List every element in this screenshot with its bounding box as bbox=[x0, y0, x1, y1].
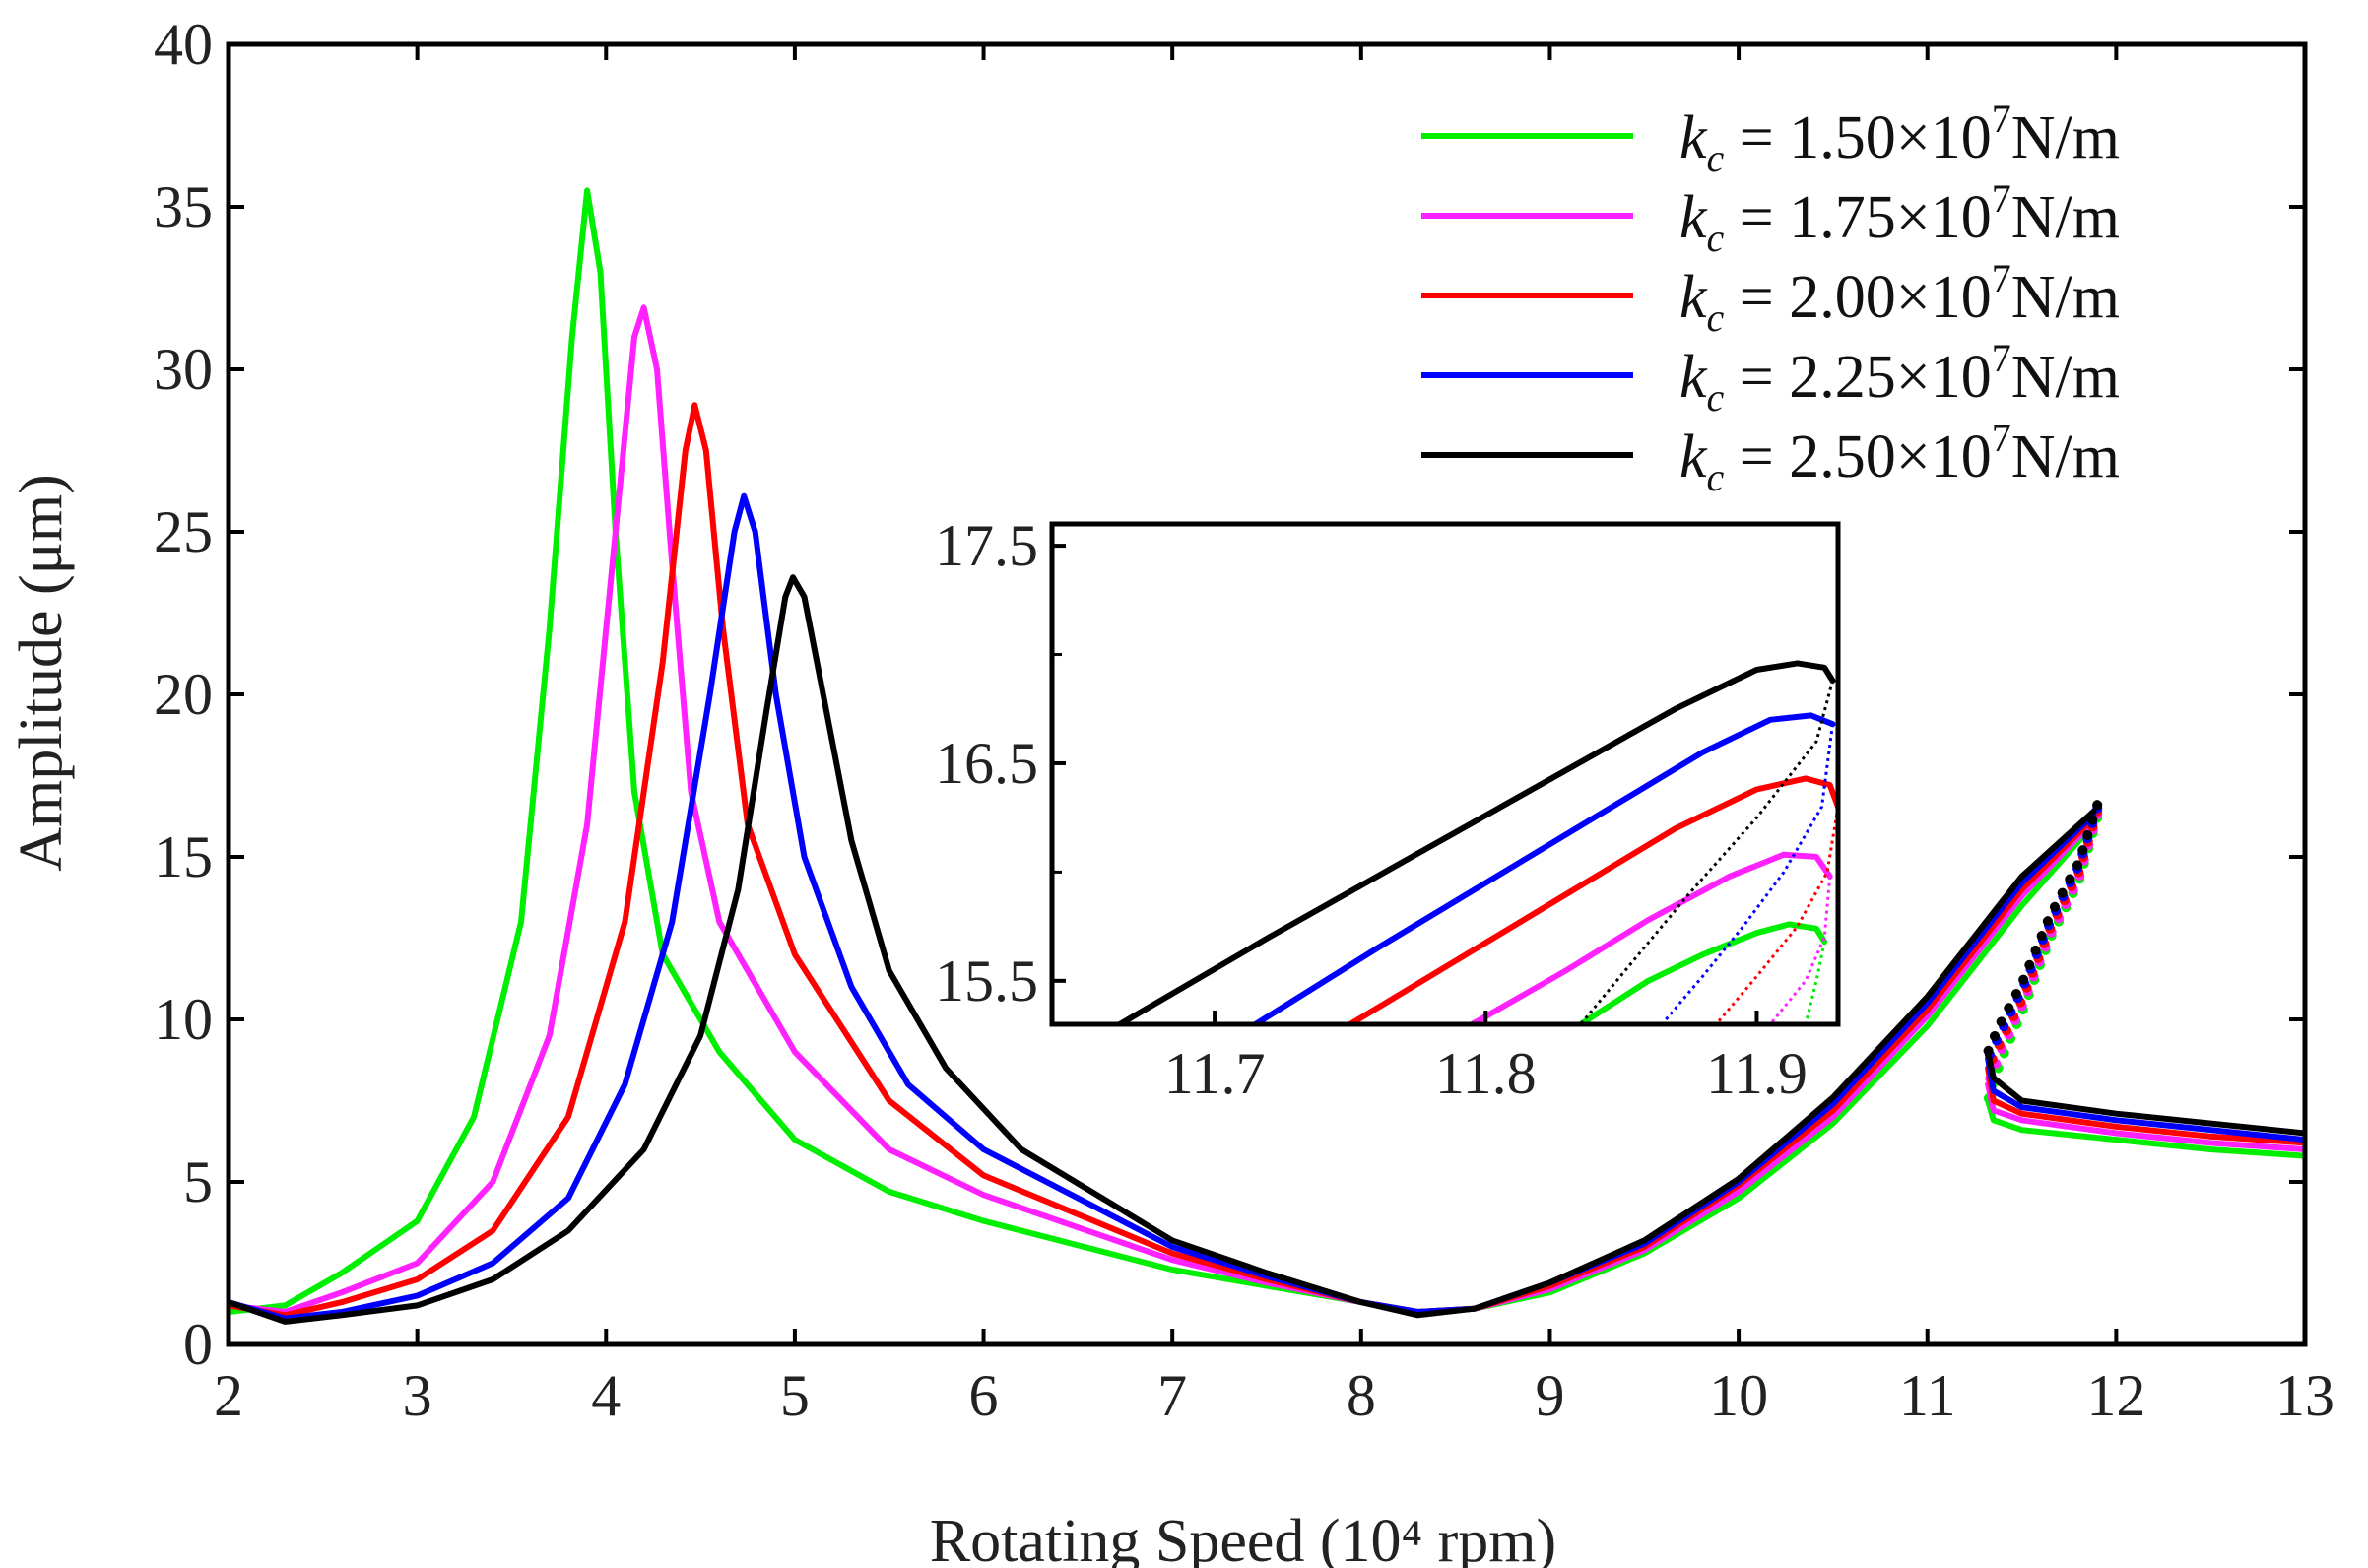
inset-series-2-stable-line bbox=[1469, 851, 1833, 1024]
legend-entry-1: kc = 1.50×107N/m bbox=[1421, 97, 2120, 180]
y-axis-title: Amplitude (μm) bbox=[8, 474, 75, 871]
inset-series-group-3 bbox=[1347, 775, 1838, 1024]
series-5-unstable-branch bbox=[1983, 800, 2103, 1057]
legend-label: kc = 2.50×107N/m bbox=[1679, 416, 2120, 499]
main-plot-curves bbox=[229, 187, 2305, 1325]
series-2-unstable-branch bbox=[1983, 810, 2103, 1089]
legend-entry-2: kc = 1.75×107N/m bbox=[1421, 176, 2120, 260]
inset-series-3-stable-line bbox=[1347, 775, 1838, 1024]
legend-entry-5: kc = 2.50×107N/m bbox=[1421, 416, 2120, 499]
y-tick-label: 0 bbox=[183, 1312, 213, 1377]
y-tick-label: 40 bbox=[154, 12, 213, 77]
inset-x-tick-label: 11.7 bbox=[1164, 1041, 1266, 1106]
inset-series-4-stable-line bbox=[1252, 712, 1836, 1024]
x-tick-label: 6 bbox=[969, 1363, 999, 1428]
inset-series-group-1 bbox=[1577, 921, 1828, 1024]
inset-series-1-stable-line bbox=[1577, 921, 1828, 1024]
inset-series-group-2 bbox=[1469, 851, 1833, 1024]
x-tick-label: 5 bbox=[780, 1363, 810, 1428]
x-tick-label: 11 bbox=[1899, 1363, 1956, 1428]
inset-curves bbox=[1116, 660, 1838, 1024]
x-tick-label: 7 bbox=[1157, 1363, 1187, 1428]
inset-series-3-unstable-line bbox=[1715, 806, 1838, 1024]
y-tick-label: 5 bbox=[183, 1149, 213, 1214]
x-tick-label: 2 bbox=[214, 1363, 243, 1428]
x-tick-label: 13 bbox=[2275, 1363, 2335, 1428]
legend-label: kc = 2.00×107N/m bbox=[1679, 256, 2120, 340]
series-4-high-speed-branch bbox=[1985, 1055, 2305, 1143]
inset-series-group-5 bbox=[1116, 660, 1836, 1024]
series-5-high-speed-branch bbox=[1985, 1049, 2305, 1137]
x-axis-title: Rotating Speed (10⁴ rpm) bbox=[930, 1508, 1556, 1568]
series-1-stable-line bbox=[229, 187, 2097, 1315]
inset-series-4-unstable-line bbox=[1660, 724, 1834, 1024]
x-tick-label: 3 bbox=[403, 1363, 432, 1428]
main-plot-axes: 2 3 4 5 6 7 8 9 10 11 12 13 0 5 10 15 20 25 30 35 40 bbox=[154, 12, 2335, 1428]
x-tick-label: 8 bbox=[1347, 1363, 1376, 1428]
inset-frame bbox=[1049, 521, 1841, 1027]
series-2-high-speed-branch bbox=[1985, 1081, 2305, 1152]
inset-axes: 11.7 11.8 11.9 15.5 16.5 17.5 bbox=[935, 513, 1841, 1106]
inset-series-group-4 bbox=[1252, 712, 1836, 1024]
series-group-2 bbox=[229, 304, 2305, 1315]
series-3-unstable-branch bbox=[1983, 806, 2103, 1074]
x-tick-label: 9 bbox=[1535, 1363, 1564, 1428]
x-tick-label: 12 bbox=[2086, 1363, 2145, 1428]
series-5-stable-line bbox=[229, 574, 2097, 1325]
inset-x-tick-label: 11.9 bbox=[1706, 1041, 1808, 1106]
legend-entry-4: kc = 2.25×107N/m bbox=[1421, 336, 2120, 420]
inset-series-5-stable-line bbox=[1116, 660, 1836, 1024]
inset-y-tick-label: 17.5 bbox=[935, 513, 1038, 578]
x-tick-label: 4 bbox=[591, 1363, 621, 1428]
legend-label: kc = 2.25×107N/m bbox=[1679, 336, 2120, 420]
legend-entry-3: kc = 2.00×107N/m bbox=[1421, 256, 2120, 340]
legend-label: kc = 1.50×107N/m bbox=[1679, 97, 2120, 180]
y-tick-label: 35 bbox=[154, 174, 213, 239]
legend-label: kc = 1.75×107N/m bbox=[1679, 176, 2120, 260]
inset-y-tick-label: 15.5 bbox=[935, 948, 1038, 1013]
inset-x-tick-label: 11.8 bbox=[1435, 1041, 1537, 1106]
series-1-high-speed-branch bbox=[1985, 1097, 2305, 1159]
series-3-high-speed-branch bbox=[1985, 1065, 2305, 1146]
inset-y-tick-label: 16.5 bbox=[935, 731, 1038, 796]
legend: kc = 1.50×107N/mkc = 1.75×107N/mkc = 2.0… bbox=[1421, 97, 2120, 499]
inset-zoom-plot: 11.7 11.8 11.9 15.5 16.5 17.5 bbox=[935, 513, 1841, 1106]
y-tick-label: 25 bbox=[154, 499, 213, 564]
y-tick-label: 10 bbox=[154, 987, 213, 1052]
series-group-5 bbox=[229, 574, 2305, 1325]
inset-background bbox=[1052, 524, 1838, 1024]
y-tick-label: 15 bbox=[154, 824, 213, 889]
inset-series-2-unstable-line bbox=[1769, 876, 1832, 1024]
y-tick-label: 20 bbox=[154, 662, 213, 727]
inset-series-1-unstable-line bbox=[1804, 941, 1826, 1024]
x-tick-label: 10 bbox=[1709, 1363, 1768, 1428]
y-tick-label: 30 bbox=[154, 337, 213, 402]
series-2-stable-line bbox=[229, 304, 2097, 1315]
inset-series-5-unstable-line bbox=[1579, 680, 1834, 1024]
